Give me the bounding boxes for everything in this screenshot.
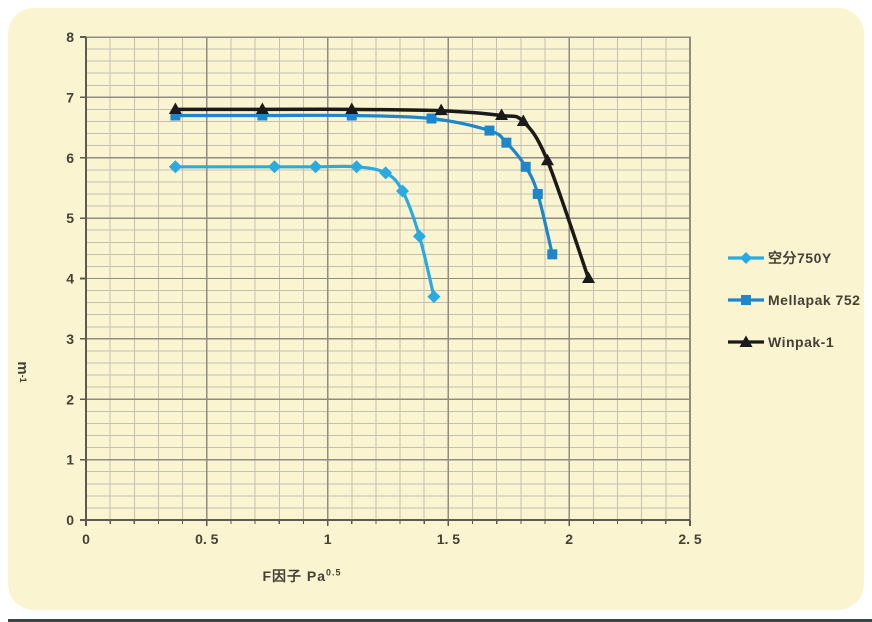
series-1-marker-square [520, 161, 531, 172]
series-2-marker-triangle [255, 102, 269, 114]
series-2-marker-triangle [495, 108, 509, 120]
x-axis-label-exponent: 0.5 [326, 567, 342, 578]
chart-panel [8, 8, 864, 610]
bottom-edge-bar [8, 619, 872, 622]
x-tick-label: 2. 5 [678, 531, 702, 547]
series-0-marker-diamond [379, 166, 393, 180]
y-tick-label: 5 [66, 210, 74, 226]
series-0-marker-diamond [267, 160, 281, 174]
series-1-marker-square [501, 137, 512, 148]
series-2-marker-triangle [582, 271, 596, 283]
x-tick-label: 0. 5 [195, 531, 219, 547]
legend-triangle-icon [728, 335, 764, 347]
legend-item-0: 空分750Y [727, 246, 860, 270]
y-tick-label: 0 [66, 512, 74, 528]
chart-legend: 空分750Y Mellapak 752 Winpak-1 [727, 246, 860, 354]
series-2-marker-triangle [540, 153, 554, 166]
legend-label-0: 空分750Y [768, 250, 832, 266]
legend-item-2: Winpak-1 [727, 330, 860, 354]
x-tick-label: 1 [324, 531, 332, 547]
y-axis-label-exponent: -1 [18, 374, 28, 383]
legend-diamond-icon [728, 252, 764, 264]
legend-item-1: Mellapak 752 [727, 288, 860, 312]
y-tick-label: 7 [66, 89, 74, 105]
y-tick-label: 4 [66, 271, 74, 287]
series-1-line [173, 113, 554, 256]
legend-label-2: Winpak-1 [768, 334, 835, 350]
series-0-line [173, 164, 436, 299]
legend-square-icon [728, 295, 764, 305]
series-0-marker-diamond [350, 160, 364, 174]
y-tick-label: 8 [66, 29, 74, 45]
series-0-marker-diamond [395, 184, 409, 198]
y-tick-label: 3 [66, 331, 74, 347]
series-0-marker-diamond [168, 160, 182, 174]
series-1-marker-square [532, 188, 543, 199]
series-1-marker-square [257, 110, 268, 121]
x-tick-label: 1. 5 [437, 531, 461, 547]
series-2-marker-triangle [168, 102, 182, 114]
x-axis-label-text: F因子 Pa [262, 568, 327, 584]
series-1-marker-square [484, 125, 495, 136]
y-tick-label: 2 [66, 391, 74, 407]
y-tick-label: 6 [66, 150, 74, 166]
legend-label-1: Mellapak 752 [768, 292, 861, 308]
y-axis-label: m -1 [7, 357, 39, 387]
series-2-marker-triangle [516, 114, 530, 127]
series-1-marker-square [170, 110, 181, 121]
series-1-marker-square [426, 113, 437, 124]
series-1-marker-square [346, 110, 357, 121]
x-tick-label: 0 [82, 531, 90, 547]
series-0-marker-diamond [427, 290, 441, 304]
series-1-marker-square [547, 249, 558, 260]
y-axis-label-text: m [14, 361, 32, 375]
y-tick-label: 1 [66, 452, 74, 468]
series-0-marker-diamond [412, 229, 426, 243]
series-2-marker-triangle [345, 102, 359, 114]
series-2-marker-triangle [434, 103, 448, 116]
series-0-marker-diamond [309, 160, 323, 174]
x-axis-label: F因子 Pa0.5 [232, 566, 372, 586]
x-tick-label: 2 [565, 531, 573, 547]
